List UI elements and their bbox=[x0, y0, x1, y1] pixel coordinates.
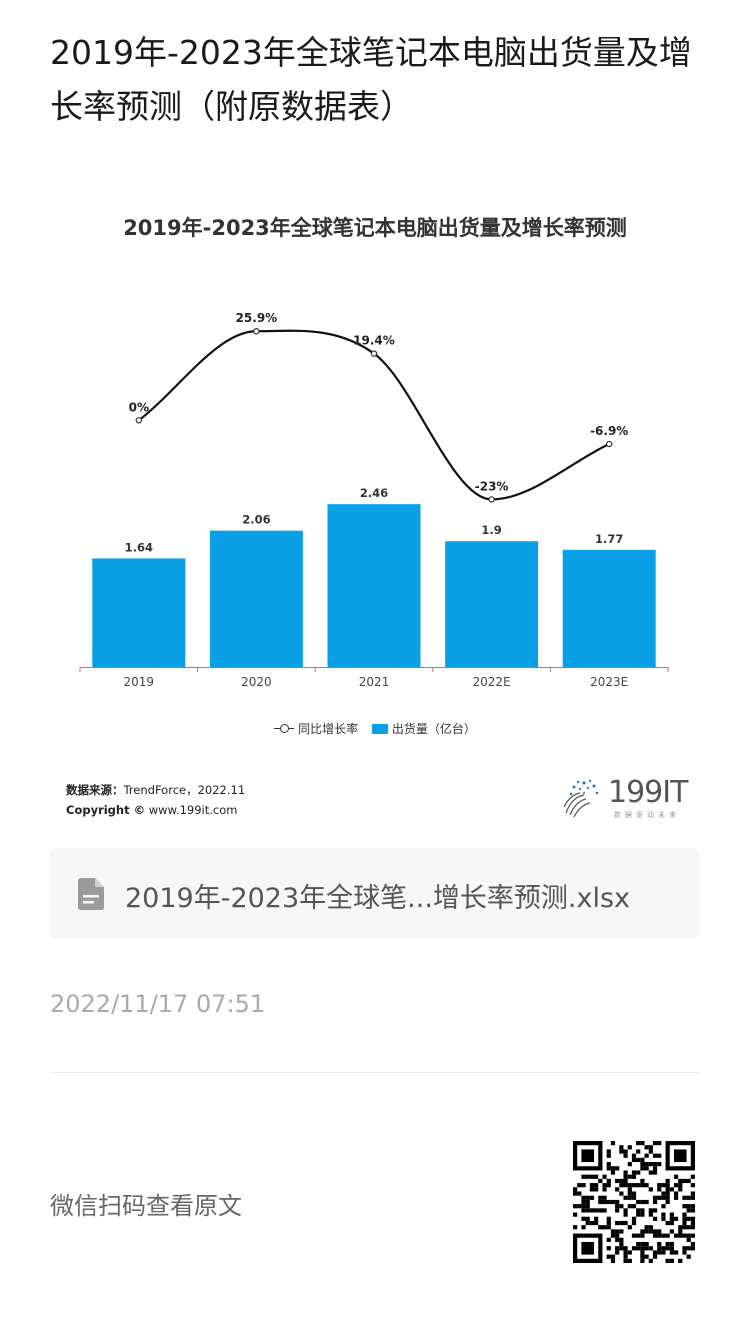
x-tick-label-2019: 2019 bbox=[124, 675, 155, 689]
growth-label-2019: 0% bbox=[129, 400, 149, 414]
attachment-file[interactable]: 2019年-2023年全球笔...增长率预测.xlsx bbox=[50, 848, 700, 938]
chart-source: 数据来源：TrendForce，2022.11 Copyright © www.… bbox=[66, 780, 245, 820]
brand-logo-icon bbox=[563, 779, 599, 818]
legend-item-shipments[interactable]: 出货量（亿台） bbox=[371, 720, 476, 737]
chart-legend: 同比增长率 出货量（亿台） bbox=[50, 720, 700, 737]
qr-code-icon[interactable] bbox=[573, 1141, 695, 1263]
x-tick-label-2023E: 2023E bbox=[590, 675, 628, 689]
bar-label-2020: 2.06 bbox=[242, 513, 270, 527]
file-name: 2019年-2023年全球笔...增长率预测.xlsx bbox=[125, 883, 631, 914]
chart-card: 2019年-2023年全球笔记本电脑出货量及增长率预测 1.64 2.06 2.46… bbox=[50, 190, 700, 830]
brand-name: 199IT bbox=[608, 775, 688, 810]
bar-label-2022E: 1.9 bbox=[481, 523, 501, 537]
growth-label-2021: 19.4% bbox=[353, 334, 395, 348]
growth-label-2020: 25.9% bbox=[236, 311, 278, 325]
x-tick-label-2022E: 2022E bbox=[473, 675, 511, 689]
copyright-label: Copyright © bbox=[66, 803, 146, 817]
file-document-icon bbox=[78, 878, 104, 910]
bar-2019 bbox=[92, 558, 186, 667]
page-title: 2019年-2023年全球笔记本电脑出货量及增长率预测（附原数据表） bbox=[50, 33, 692, 126]
legend-label-shipments: 出货量（亿台） bbox=[391, 722, 476, 736]
legend-bar-swatch bbox=[371, 723, 388, 734]
bar-2020 bbox=[209, 530, 303, 667]
bar-2021 bbox=[327, 504, 421, 667]
growth-point-2022E bbox=[488, 496, 495, 503]
growth-point-2020 bbox=[253, 328, 260, 335]
chart-title: 2019年-2023年全球笔记本电脑出货量及增长率预测 bbox=[123, 216, 627, 240]
bar-label-2019: 1.64 bbox=[125, 540, 153, 554]
x-tick-label-2020: 2020 bbox=[241, 675, 272, 689]
legend-line-swatch bbox=[274, 723, 295, 734]
source-label: 数据来源： bbox=[66, 783, 124, 797]
source-text: TrendForce，2022.11 bbox=[123, 783, 246, 797]
brand-tagline: 数据驱动未来 bbox=[614, 811, 680, 819]
bar-2022E bbox=[445, 541, 539, 667]
growth-point-2019 bbox=[135, 417, 143, 424]
growth-point-2021 bbox=[370, 350, 378, 357]
growth-point-2023E bbox=[606, 440, 613, 448]
bar-label-2023E: 1.77 bbox=[595, 532, 623, 546]
legend-item-growth[interactable]: 同比增长率 bbox=[274, 720, 358, 737]
x-tick-label-2021: 2021 bbox=[359, 675, 390, 689]
growth-label-2022E: -23% bbox=[475, 479, 509, 493]
brand-logo: 199IT 数据驱动未来 bbox=[560, 773, 700, 823]
divider bbox=[50, 1072, 700, 1073]
scan-to-view-label: 微信扫码查看原文 bbox=[50, 1192, 242, 1220]
growth-label-2023E: -6.9% bbox=[590, 424, 628, 438]
bar-label-2021: 2.46 bbox=[360, 486, 388, 500]
copyright-text: www.199it.com bbox=[148, 803, 238, 817]
bar-2023E bbox=[562, 549, 656, 667]
post-timestamp: 2022/11/17 07:51 bbox=[50, 990, 266, 1018]
legend-label-growth: 同比增长率 bbox=[298, 722, 359, 736]
combo-chart: 1.64 2.06 2.46 1.9 1.77 2019 2020 2021 2022E 2023… bbox=[79, 311, 669, 689]
